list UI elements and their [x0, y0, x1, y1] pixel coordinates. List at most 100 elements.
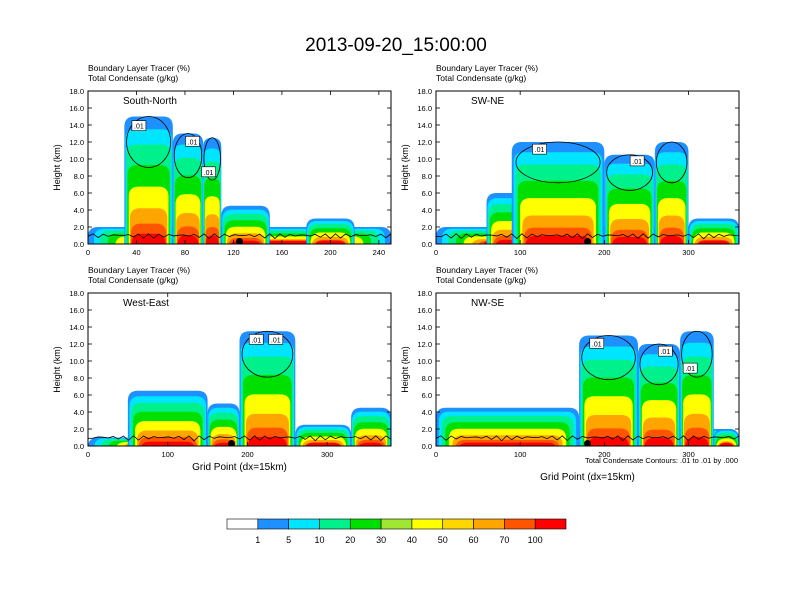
x-tick-label: 300	[682, 248, 695, 257]
tracer-plume	[351, 407, 391, 446]
svg-text:.01: .01	[188, 139, 198, 146]
plot-frame	[87, 90, 392, 245]
tracer-plume	[511, 142, 605, 244]
svg-text:.01: .01	[251, 337, 261, 344]
tracer-plume	[203, 137, 222, 244]
colorbar-segment	[226, 518, 259, 530]
tracer-plume	[239, 331, 296, 446]
y-axis-label: Height (km)	[400, 346, 410, 393]
y-tick-label: 2.0	[422, 425, 432, 434]
y-tick-label: 14.0	[417, 323, 432, 332]
panel-label: SW-NE	[471, 96, 504, 107]
contour-label-box: .01	[682, 362, 698, 374]
plot-frame	[87, 292, 392, 447]
colorbar-label: 20	[345, 535, 355, 545]
colorbar-segment	[442, 518, 474, 530]
y-tick-label: 14.0	[69, 121, 84, 130]
colorbar-segment	[504, 518, 536, 530]
x-tick-label: 200	[324, 248, 337, 257]
contour-label-box: .01	[629, 155, 645, 167]
y-tick-label: 16.0	[417, 104, 432, 113]
x-tick-label: 300	[321, 450, 334, 459]
contour-label: Total Condensate (g/kg)	[436, 73, 526, 83]
condensate-contour	[655, 141, 688, 184]
tracer-plume	[638, 344, 681, 446]
svg-text:.01: .01	[685, 366, 695, 373]
colorbar-segment	[288, 518, 320, 530]
plot-frame	[435, 90, 740, 245]
y-tick-label: 0.0	[422, 240, 432, 249]
y-tick-label: 2.0	[74, 425, 84, 434]
y-tick-label: 8.0	[74, 172, 84, 181]
colorbar-label: 1	[255, 535, 260, 545]
y-tick-label: 18.0	[69, 87, 84, 96]
y-tick-label: 12.0	[417, 138, 432, 147]
y-tick-label: 16.0	[69, 306, 84, 315]
plot-frame	[435, 292, 740, 447]
plot-area: .01 .01 .01	[88, 116, 391, 244]
figure-title: 2013-09-20_15:00:00	[305, 35, 487, 56]
contour-label-box: .01	[268, 334, 284, 345]
condensate-contour	[436, 233, 739, 240]
colorbar-segment	[319, 518, 351, 530]
x-axis-label: Grid Point (dx=15km)	[192, 462, 287, 473]
x-tick-label: 0	[434, 450, 438, 459]
x-tick-label: 200	[598, 248, 611, 257]
y-tick-label: 12.0	[69, 340, 84, 349]
plot-area: .01 .01	[88, 330, 391, 446]
colorbar-segment	[534, 518, 567, 530]
colorbar-segment	[349, 518, 382, 530]
tracer-plume	[436, 407, 580, 446]
location-marker	[228, 439, 236, 446]
y-tick-label: 10.0	[417, 155, 432, 164]
location-marker	[584, 439, 591, 446]
panel-2: Boundary Layer Tracer (%)Total Condensat…	[400, 63, 740, 257]
contour-label: Total Condensate (g/kg)	[88, 275, 178, 285]
x-tick-label: 40	[132, 248, 140, 257]
colorbar-label: 30	[376, 535, 386, 545]
y-tick-label: 2.0	[74, 223, 84, 232]
location-marker	[584, 237, 591, 244]
y-tick-label: 2.0	[422, 223, 432, 232]
colorbar-label: 40	[407, 535, 417, 545]
y-tick-label: 10.0	[69, 155, 84, 164]
condensate-contour	[639, 343, 679, 386]
plot-area: .01 .01 .01	[436, 330, 739, 446]
y-tick-label: 12.0	[69, 138, 84, 147]
x-tick-label: 100	[514, 248, 527, 257]
x-tick-label: 300	[682, 450, 695, 459]
colorbar-label: 60	[469, 535, 479, 545]
y-tick-label: 14.0	[69, 323, 84, 332]
tracer-plume	[579, 335, 638, 446]
contour-label-box: .01	[131, 120, 147, 131]
x-tick-label: 120	[227, 248, 240, 257]
condensate-contour	[515, 141, 601, 184]
y-axis-label: Height (km)	[400, 144, 410, 191]
field-label: Boundary Layer Tracer (%)	[88, 63, 190, 73]
y-tick-label: 8.0	[74, 374, 84, 383]
contour-label-box: .01	[201, 166, 216, 178]
colorbar-label: 70	[499, 535, 509, 545]
x-tick-label: 0	[86, 248, 90, 257]
colorbar-label: 10	[314, 535, 324, 545]
condensate-contour	[681, 330, 713, 378]
condensate-contour	[173, 133, 203, 179]
svg-text:.01: .01	[271, 337, 281, 344]
x-tick-label: 0	[434, 248, 438, 257]
y-tick-label: 12.0	[417, 340, 432, 349]
y-tick-label: 10.0	[417, 357, 432, 366]
x-tick-label: 160	[276, 248, 289, 257]
condensate-contour	[203, 137, 221, 181]
condensate-contour	[436, 435, 739, 442]
panel-1: Boundary Layer Tracer (%)Total Condensat…	[52, 63, 392, 257]
contour-label-box: .01	[248, 334, 264, 345]
condensate-contour	[581, 335, 636, 381]
y-tick-label: 0.0	[74, 442, 84, 451]
x-tick-label: 100	[161, 450, 174, 459]
tracer-plume	[172, 133, 204, 244]
contour-label-box: .01	[532, 143, 547, 155]
condensate-contour	[88, 233, 391, 240]
condensate-contour	[88, 435, 391, 442]
x-tick-label: 200	[598, 450, 611, 459]
